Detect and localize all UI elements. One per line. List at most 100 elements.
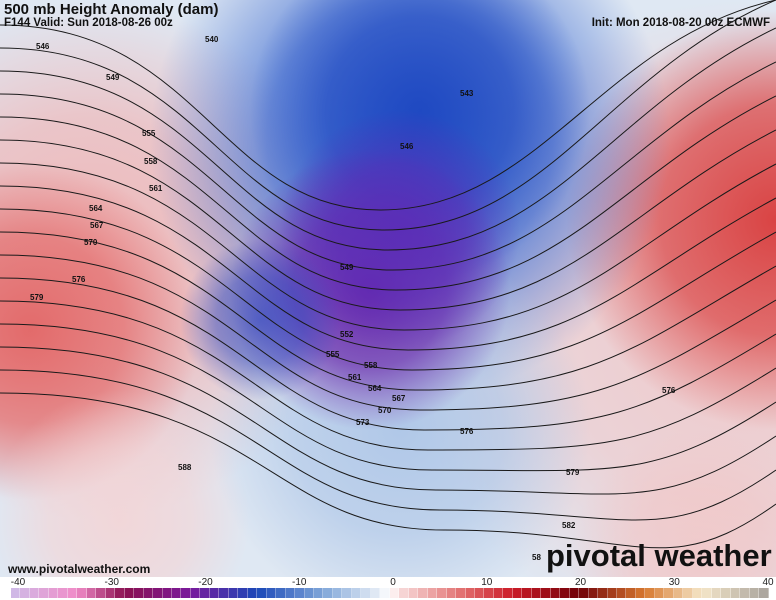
contour-label: 564 (89, 204, 103, 213)
contour-line (0, 0, 776, 231)
contour-line (0, 162, 776, 331)
contour-line (0, 129, 776, 311)
contour-label: 540 (205, 35, 219, 44)
colorbar-cell (484, 588, 494, 598)
colorbar-cell (626, 588, 636, 598)
colorbar-cell (77, 588, 87, 598)
colorbar-cell (314, 588, 324, 598)
colorbar-cell (39, 588, 49, 598)
colorbar-cells (11, 588, 769, 598)
contour-line (0, 300, 776, 451)
map-title: 500 mb Height Anomaly (dam) (4, 1, 219, 18)
contour-label: 570 (378, 406, 392, 415)
colorbar-tick-label: 20 (574, 577, 587, 588)
colorbar-tick-label: 10 (481, 577, 493, 588)
colorbar-tick-label: -30 (104, 577, 119, 588)
colorbar-cell (67, 588, 78, 598)
contour-label: 558 (144, 157, 158, 166)
contour-labels: 5405465495555585615645675705765795885435… (30, 35, 676, 562)
colorbar-cell (332, 588, 343, 598)
colorbar-cell (664, 588, 674, 598)
contour-label: 543 (460, 89, 474, 98)
colorbar-cell (711, 588, 722, 598)
colorbar-cell (607, 588, 617, 598)
colorbar-cell (465, 588, 475, 598)
colorbar-cell (304, 588, 314, 598)
colorbar-cell (541, 588, 551, 598)
colorbar-cell (437, 588, 447, 598)
contour-line (0, 392, 776, 549)
contour-label: 549 (340, 263, 354, 272)
colorbar-cell (143, 588, 154, 598)
colorbar-cell (617, 588, 627, 598)
colorbar-cell (598, 588, 608, 598)
contour-label: 546 (36, 42, 50, 51)
contour-label: 576 (460, 427, 474, 436)
contour-label: 570 (84, 238, 98, 247)
colorbar-cell (219, 588, 229, 598)
colorbar-cell (560, 588, 570, 598)
website-link[interactable]: www.pivotalweather.com (8, 562, 151, 576)
colorbar-cell (749, 588, 760, 598)
contour-line (0, 95, 776, 291)
valid-time: F144 Valid: Sun 2018-08-26 00z (4, 17, 173, 29)
colorbar-cell (702, 588, 712, 598)
colorbar-cell (408, 588, 419, 598)
colorbar-ticks: -40 -30 -20 -10 0 10 20 30 40 (0, 577, 776, 588)
colorbar-cell (351, 588, 362, 598)
colorbar-cell (266, 588, 277, 598)
contour-label: 546 (400, 142, 414, 151)
contour-label: 558 (364, 361, 378, 370)
colorbar-cell (569, 588, 580, 598)
colorbar-cell (11, 588, 21, 598)
contour-label: 58 (532, 553, 541, 562)
contour-label: 579 (566, 468, 580, 477)
contour-label: 549 (106, 73, 120, 82)
contour-label: 588 (178, 463, 192, 472)
colorbar-cell (550, 588, 561, 598)
colorbar-cell (228, 588, 239, 598)
colorbar-cell (759, 588, 769, 598)
colorbar-cell (96, 588, 106, 598)
colorbar-cell (531, 588, 542, 598)
colorbar-cell (115, 588, 125, 598)
colorbar-cell (721, 588, 731, 598)
colorbar-cell (200, 588, 210, 598)
colorbar-cell (209, 588, 220, 598)
colorbar-cell (579, 588, 589, 598)
colorbar-cell (29, 588, 40, 598)
colorbar-cell (247, 588, 258, 598)
colorbar-cell (512, 588, 523, 598)
colorbar-cell (86, 588, 97, 598)
height-contours (0, 0, 776, 549)
colorbar-cell (342, 588, 352, 598)
contour-line (0, 323, 776, 472)
colorbar-tick-label: -40 (10, 577, 26, 588)
contour-label: 567 (392, 394, 406, 403)
colorbar-cell (692, 588, 703, 598)
contour-label: 576 (662, 386, 676, 395)
colorbar-cell (20, 588, 30, 598)
contour-label: 555 (326, 350, 340, 359)
colorbar-cell (285, 588, 296, 598)
contour-line (0, 231, 776, 391)
anomaly-region (0, 0, 776, 577)
contour-label: 555 (142, 129, 156, 138)
colorbar-cell (389, 588, 400, 598)
colorbar-cell (740, 588, 750, 598)
contour-line (0, 346, 776, 495)
colorbar-cell (361, 588, 371, 598)
colorbar-cell (380, 588, 390, 598)
colorbar-cell (171, 588, 182, 598)
contour-label: 552 (340, 330, 354, 339)
colorbar-cell (645, 588, 655, 598)
contour-label: 573 (356, 418, 370, 427)
contour-label: 567 (90, 221, 104, 230)
anomaly-shading (0, 0, 776, 577)
colorbar-cell (503, 588, 513, 598)
contour-line (0, 208, 776, 371)
contour-label: 564 (368, 384, 382, 393)
colorbar-cell (257, 588, 267, 598)
contour-label: 579 (30, 293, 44, 302)
colorbar-cell (418, 588, 428, 598)
